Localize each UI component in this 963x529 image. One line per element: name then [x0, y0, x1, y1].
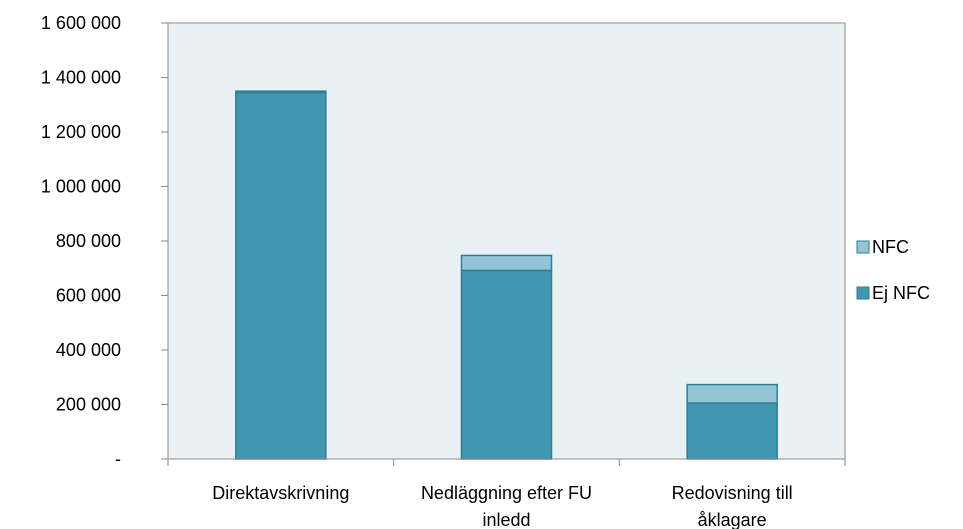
legend-label: NFC	[872, 237, 909, 257]
y-tick-label: 1 200 000	[41, 122, 121, 142]
legend-swatch	[856, 240, 870, 254]
category-label-line: Direktavskrivning	[212, 483, 349, 503]
y-tick-label: 200 000	[56, 395, 121, 415]
y-tick-label: 400 000	[56, 340, 121, 360]
bars	[235, 90, 778, 460]
y-tick-label: 800 000	[56, 231, 121, 251]
category-label: Direktavskrivning	[212, 483, 349, 503]
legend-swatch	[856, 286, 870, 300]
category-label-line: inledd	[482, 510, 530, 529]
category-label: Nedläggning efter FU inledd	[421, 483, 592, 529]
y-tick-label: 1 400 000	[41, 68, 121, 88]
y-axis: - 200 000 400 000 600 000 800 000 1 000 000 1 …	[41, 13, 169, 469]
category-label-line: Nedläggning efter FU	[421, 483, 592, 503]
bar-ej-nfc	[235, 91, 327, 460]
bar-nfc	[460, 254, 553, 272]
category-label-line: åklagare	[698, 510, 767, 529]
legend: NFC Ej NFC	[856, 237, 930, 303]
y-tick-label: 600 000	[56, 286, 121, 306]
x-axis: Direktavskrivning Nedläggning efter FU inl…	[167, 458, 846, 529]
y-tick-label: -	[115, 449, 121, 469]
bar-ej-nfc	[686, 402, 778, 460]
y-tick-label: 1 600 000	[41, 13, 121, 33]
category-label-line: Redovisning till	[672, 483, 793, 503]
y-tick-label: 1 000 000	[41, 177, 121, 197]
bar-nfc	[686, 383, 778, 404]
legend-label: Ej NFC	[872, 283, 930, 303]
bar-nfc	[235, 90, 327, 94]
category-label: Redovisning till åklagare	[672, 483, 793, 529]
bar-ej-nfc	[460, 269, 553, 460]
